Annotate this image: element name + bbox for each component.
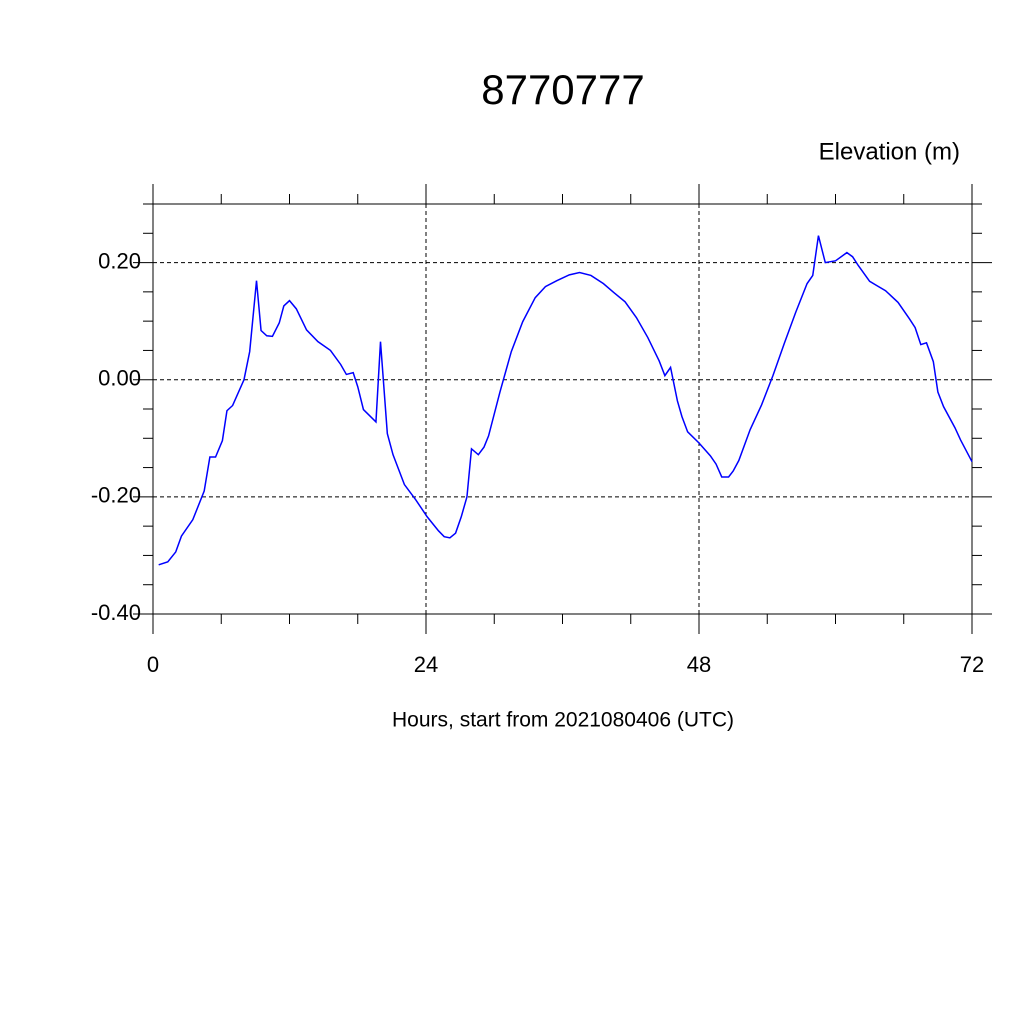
x-tick-label: 0	[147, 652, 159, 677]
y-tick-label: -0.40	[91, 600, 141, 625]
data-line	[158, 235, 973, 566]
y-tick-label: 0.00	[98, 366, 141, 391]
plot-frame	[152, 203, 973, 615]
y-tick-label: -0.20	[91, 483, 141, 508]
y-axis-label: Elevation (m)	[819, 138, 960, 165]
x-tick-label: 72	[960, 652, 984, 677]
chart-title: 8770777	[481, 66, 645, 113]
y-tick-label: 0.20	[98, 248, 141, 273]
x-tick-label: 48	[687, 652, 711, 677]
x-tick-label: 24	[414, 652, 438, 677]
x-axis-label: Hours, start from 2021080406 (UTC)	[392, 709, 734, 732]
